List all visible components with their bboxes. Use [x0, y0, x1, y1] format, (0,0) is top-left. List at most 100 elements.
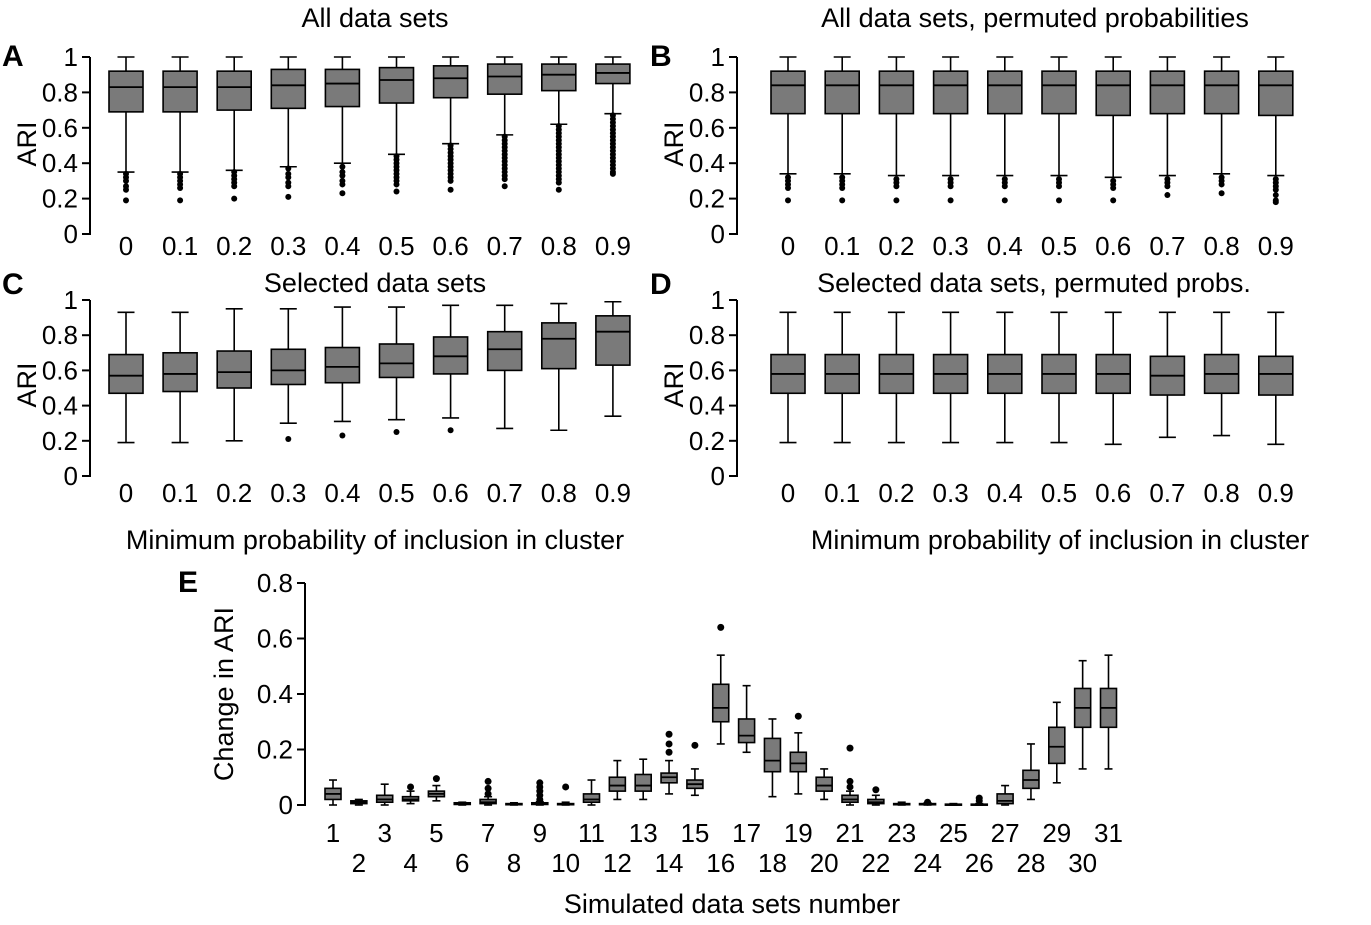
box — [763, 737, 782, 773]
panel-b: B All data sets, permuted probabilities … — [650, 3, 1294, 261]
outlier-point — [123, 177, 129, 184]
outlier-point — [177, 184, 184, 191]
y-tick-label: 0 — [711, 461, 725, 491]
x-tick-label: 0.6 — [433, 231, 469, 261]
x-tick-label: 15 — [680, 818, 709, 848]
box — [986, 70, 1023, 115]
panel-c-title: Selected data sets — [264, 268, 486, 298]
x-tick-label: 0.2 — [216, 478, 252, 508]
x-tick-label: 12 — [603, 848, 632, 878]
outlier-point — [1110, 184, 1117, 191]
outlier-point — [691, 741, 699, 749]
x-tick-label: 8 — [507, 848, 521, 878]
box — [378, 66, 415, 104]
box — [824, 70, 861, 115]
outlier-point — [1218, 181, 1225, 188]
box — [932, 70, 969, 115]
x-tick-label: 29 — [1042, 818, 1071, 848]
outlier-point — [1001, 183, 1008, 190]
x-tick-label: 4 — [403, 848, 417, 878]
outlier-point — [536, 779, 544, 787]
outlier-point — [231, 183, 238, 190]
box — [270, 348, 307, 386]
panel-d-xlabel: Minimum probability of inclusion in clus… — [811, 525, 1309, 555]
outlier-point — [484, 790, 492, 798]
outlier-point — [1218, 190, 1225, 197]
x-tick-label: 0.5 — [1041, 231, 1077, 261]
x-tick-label: 22 — [861, 848, 890, 878]
outlier-point — [231, 195, 238, 202]
x-tick-label: 0.9 — [595, 231, 631, 261]
panel-b-ylabel: ARI — [659, 121, 689, 166]
y-tick-label: 0.6 — [689, 355, 725, 385]
outlier-point — [555, 179, 562, 186]
outlier-point — [924, 798, 932, 806]
box — [1041, 70, 1077, 115]
x-tick-label: 11 — [578, 818, 605, 848]
outlier-point — [1056, 183, 1062, 190]
outlier-point — [501, 176, 508, 183]
outlier-point — [665, 740, 673, 748]
panel-b-title: All data sets, permuted probabilities — [821, 3, 1249, 33]
panel-letter-c: C — [2, 268, 24, 301]
y-tick-label: 0 — [279, 790, 293, 820]
outlier-point — [609, 170, 616, 177]
outlier-point — [339, 181, 346, 188]
panel-a: A All data sets ARI 0 0.2 0.4 0.6 0.8 1 0 0.1 0.… — [2, 3, 631, 261]
panel-e-ylabel: Change in ARI — [209, 607, 239, 781]
y-tick-label: 0.8 — [689, 320, 725, 350]
x-tick-label: 0.2 — [878, 478, 914, 508]
x-tick-label: 24 — [913, 848, 942, 878]
x-tick-label: 2 — [352, 848, 366, 878]
x-tick-label: 0.7 — [1149, 231, 1185, 261]
box — [595, 315, 631, 366]
box — [789, 751, 808, 773]
x-tick-label: 0.9 — [595, 478, 631, 508]
outlier-point — [1272, 186, 1279, 193]
box — [582, 793, 601, 804]
outlier-point — [393, 188, 400, 195]
y-tick-label: 0.2 — [42, 426, 78, 456]
x-tick-label: 0.4 — [987, 478, 1023, 508]
y-tick-label: 0.2 — [257, 735, 293, 765]
panel-c: C Selected data sets ARI Minimum probabi… — [2, 268, 631, 555]
x-tick-label: 3 — [377, 818, 391, 848]
box — [1203, 70, 1240, 115]
outlier-point — [432, 775, 440, 783]
panel-e-xlabel: Simulated data sets number — [564, 889, 900, 919]
outlier-point — [501, 183, 508, 190]
y-tick-label: 0.8 — [42, 77, 78, 107]
outlier-point — [785, 197, 791, 204]
x-tick-label: 0.2 — [216, 231, 252, 261]
box — [108, 353, 144, 395]
x-tick-label: 0.7 — [1149, 478, 1185, 508]
y-tick-label: 0 — [64, 461, 78, 491]
box — [608, 776, 627, 792]
outlier-point — [872, 786, 880, 794]
box — [486, 63, 523, 95]
x-tick-label: 14 — [655, 848, 684, 878]
x-tick-label: 0.1 — [162, 231, 198, 261]
x-tick-label: 25 — [939, 818, 968, 848]
box — [1258, 355, 1294, 396]
x-tick-label: 31 — [1094, 818, 1123, 848]
outlier-point — [339, 163, 346, 170]
panel-e: E Change in ARI Simulated data sets numb… — [178, 566, 1123, 919]
x-tick-label: 20 — [810, 848, 839, 878]
outlier-point — [285, 436, 292, 443]
panel-d-ylabel: ARI — [659, 362, 689, 407]
box — [711, 683, 730, 723]
x-tick-label: 0.6 — [1095, 478, 1131, 508]
outlier-point — [846, 783, 854, 791]
panel-letter-b: B — [650, 40, 672, 73]
y-tick-label: 0.6 — [42, 113, 78, 143]
outlier-point — [893, 197, 900, 204]
panel-a-title: All data sets — [301, 3, 448, 33]
x-tick-label: 1 — [326, 818, 340, 848]
panel-letter-a: A — [2, 40, 24, 73]
outlier-point — [393, 181, 400, 188]
x-tick-label: 0.1 — [162, 478, 198, 508]
x-tick-label: 6 — [455, 848, 469, 878]
panel-d-title: Selected data sets, permuted probs. — [817, 268, 1251, 298]
outlier-point — [893, 183, 900, 190]
